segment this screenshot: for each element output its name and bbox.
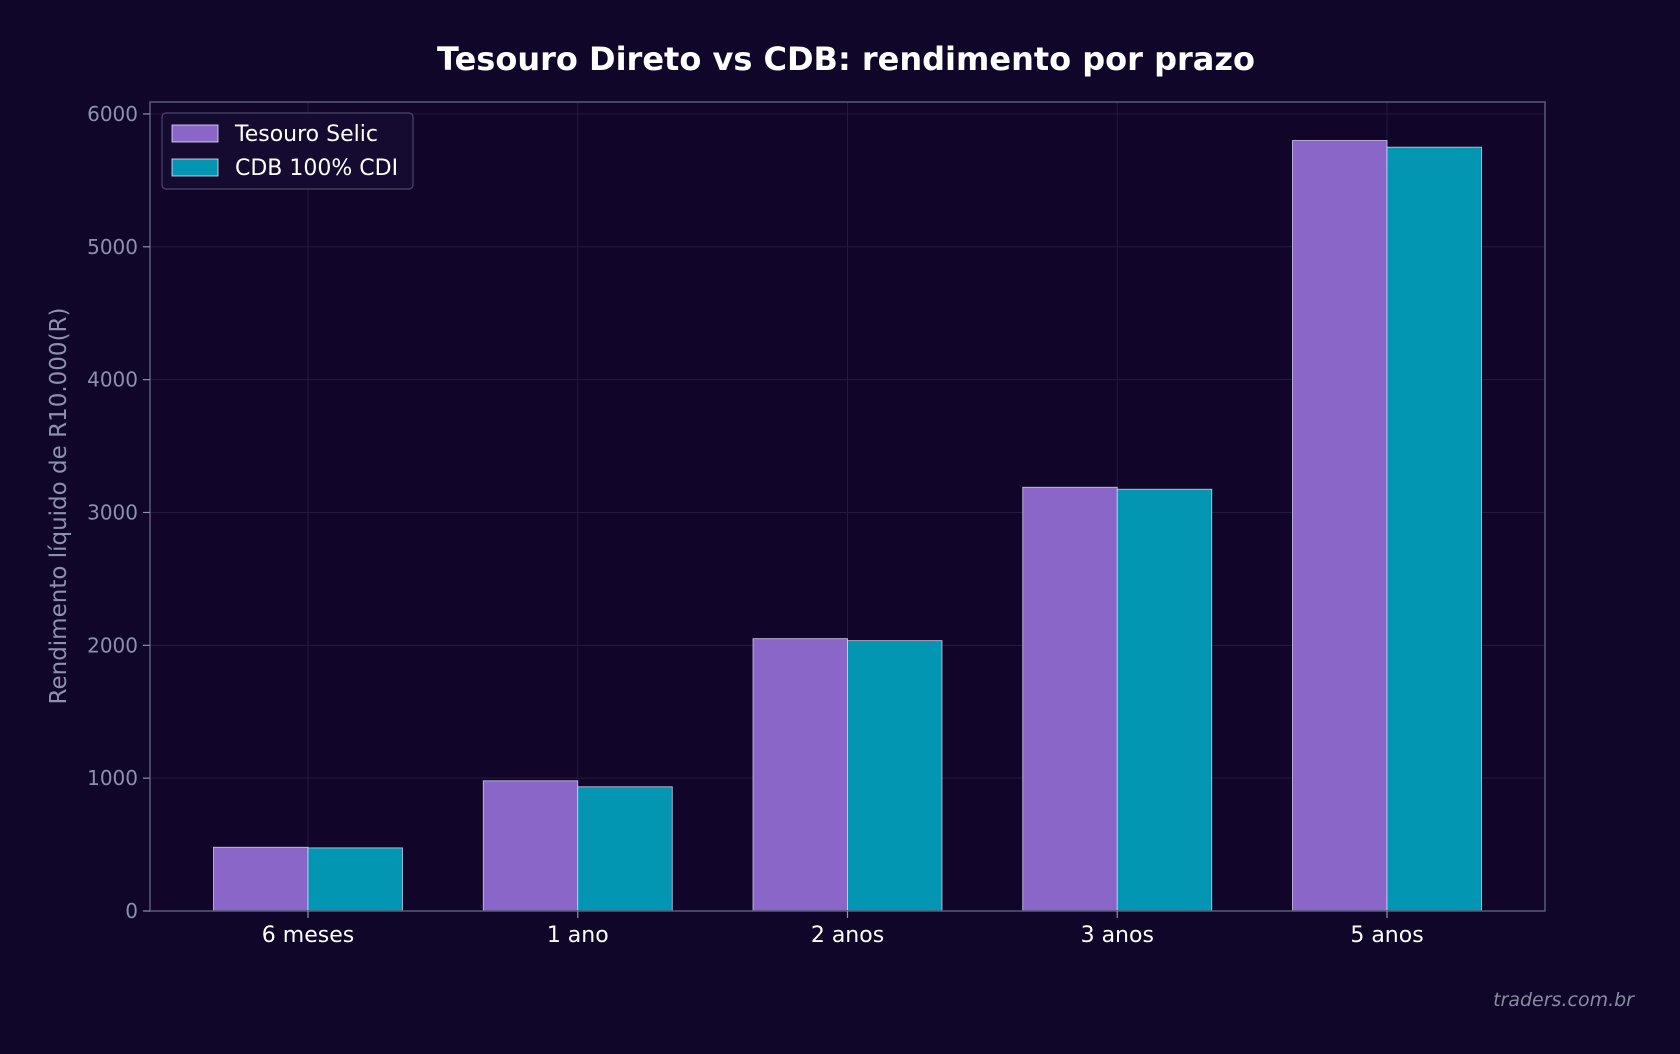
x-tick-label-4: 5 anos	[1350, 923, 1423, 948]
x-tick-label-1: 1 ano	[547, 923, 609, 948]
bar-1-1	[577, 786, 673, 912]
y-tick-label-6: 6000	[87, 102, 138, 126]
y-tick-label-4: 4000	[87, 368, 138, 392]
y-tick-label-2: 2000	[87, 633, 138, 657]
x-tick-label-3: 3 anos	[1081, 923, 1154, 948]
legend-label-0: Tesouro Selic	[234, 122, 378, 147]
x-tick-label-0: 6 meses	[262, 923, 354, 948]
bar-1-4	[1386, 146, 1482, 912]
legend-label-1: CDB 100% CDI	[235, 156, 398, 181]
y-tick-label-0: 0	[125, 899, 138, 923]
legend-swatch-0	[171, 124, 219, 143]
bar-1-0	[307, 847, 403, 912]
x-tick-label-2: 2 anos	[811, 923, 884, 948]
chart-title: Tesouro Direto vs CDB: rendimento por pr…	[437, 40, 1255, 78]
legend-swatch-1	[171, 158, 219, 177]
y-tick-label-5: 5000	[87, 235, 138, 259]
legend-box	[161, 112, 414, 190]
bar-1-2	[847, 640, 943, 912]
axis-ticks: 0 1000 2000 3000 4000 5000 6000 6 meses 1 ano 2 a…	[87, 102, 1424, 948]
watermark: traders.com.br	[1493, 989, 1635, 1011]
bars	[213, 140, 1482, 912]
bar-0-3	[1022, 486, 1118, 912]
bar-0-1	[482, 780, 579, 912]
bar-0-2	[752, 638, 848, 912]
bar-0-0	[213, 846, 309, 912]
y-tick-label-1: 1000	[87, 766, 138, 790]
bar-1-3	[1116, 488, 1213, 912]
y-tick-label-3: 3000	[87, 500, 138, 524]
legend: Tesouro Selic CDB 100% CDI	[161, 112, 414, 190]
y-axis-label: Rendimento líquido de R10.000(R)	[46, 308, 72, 705]
bar-0-4	[1292, 140, 1388, 912]
